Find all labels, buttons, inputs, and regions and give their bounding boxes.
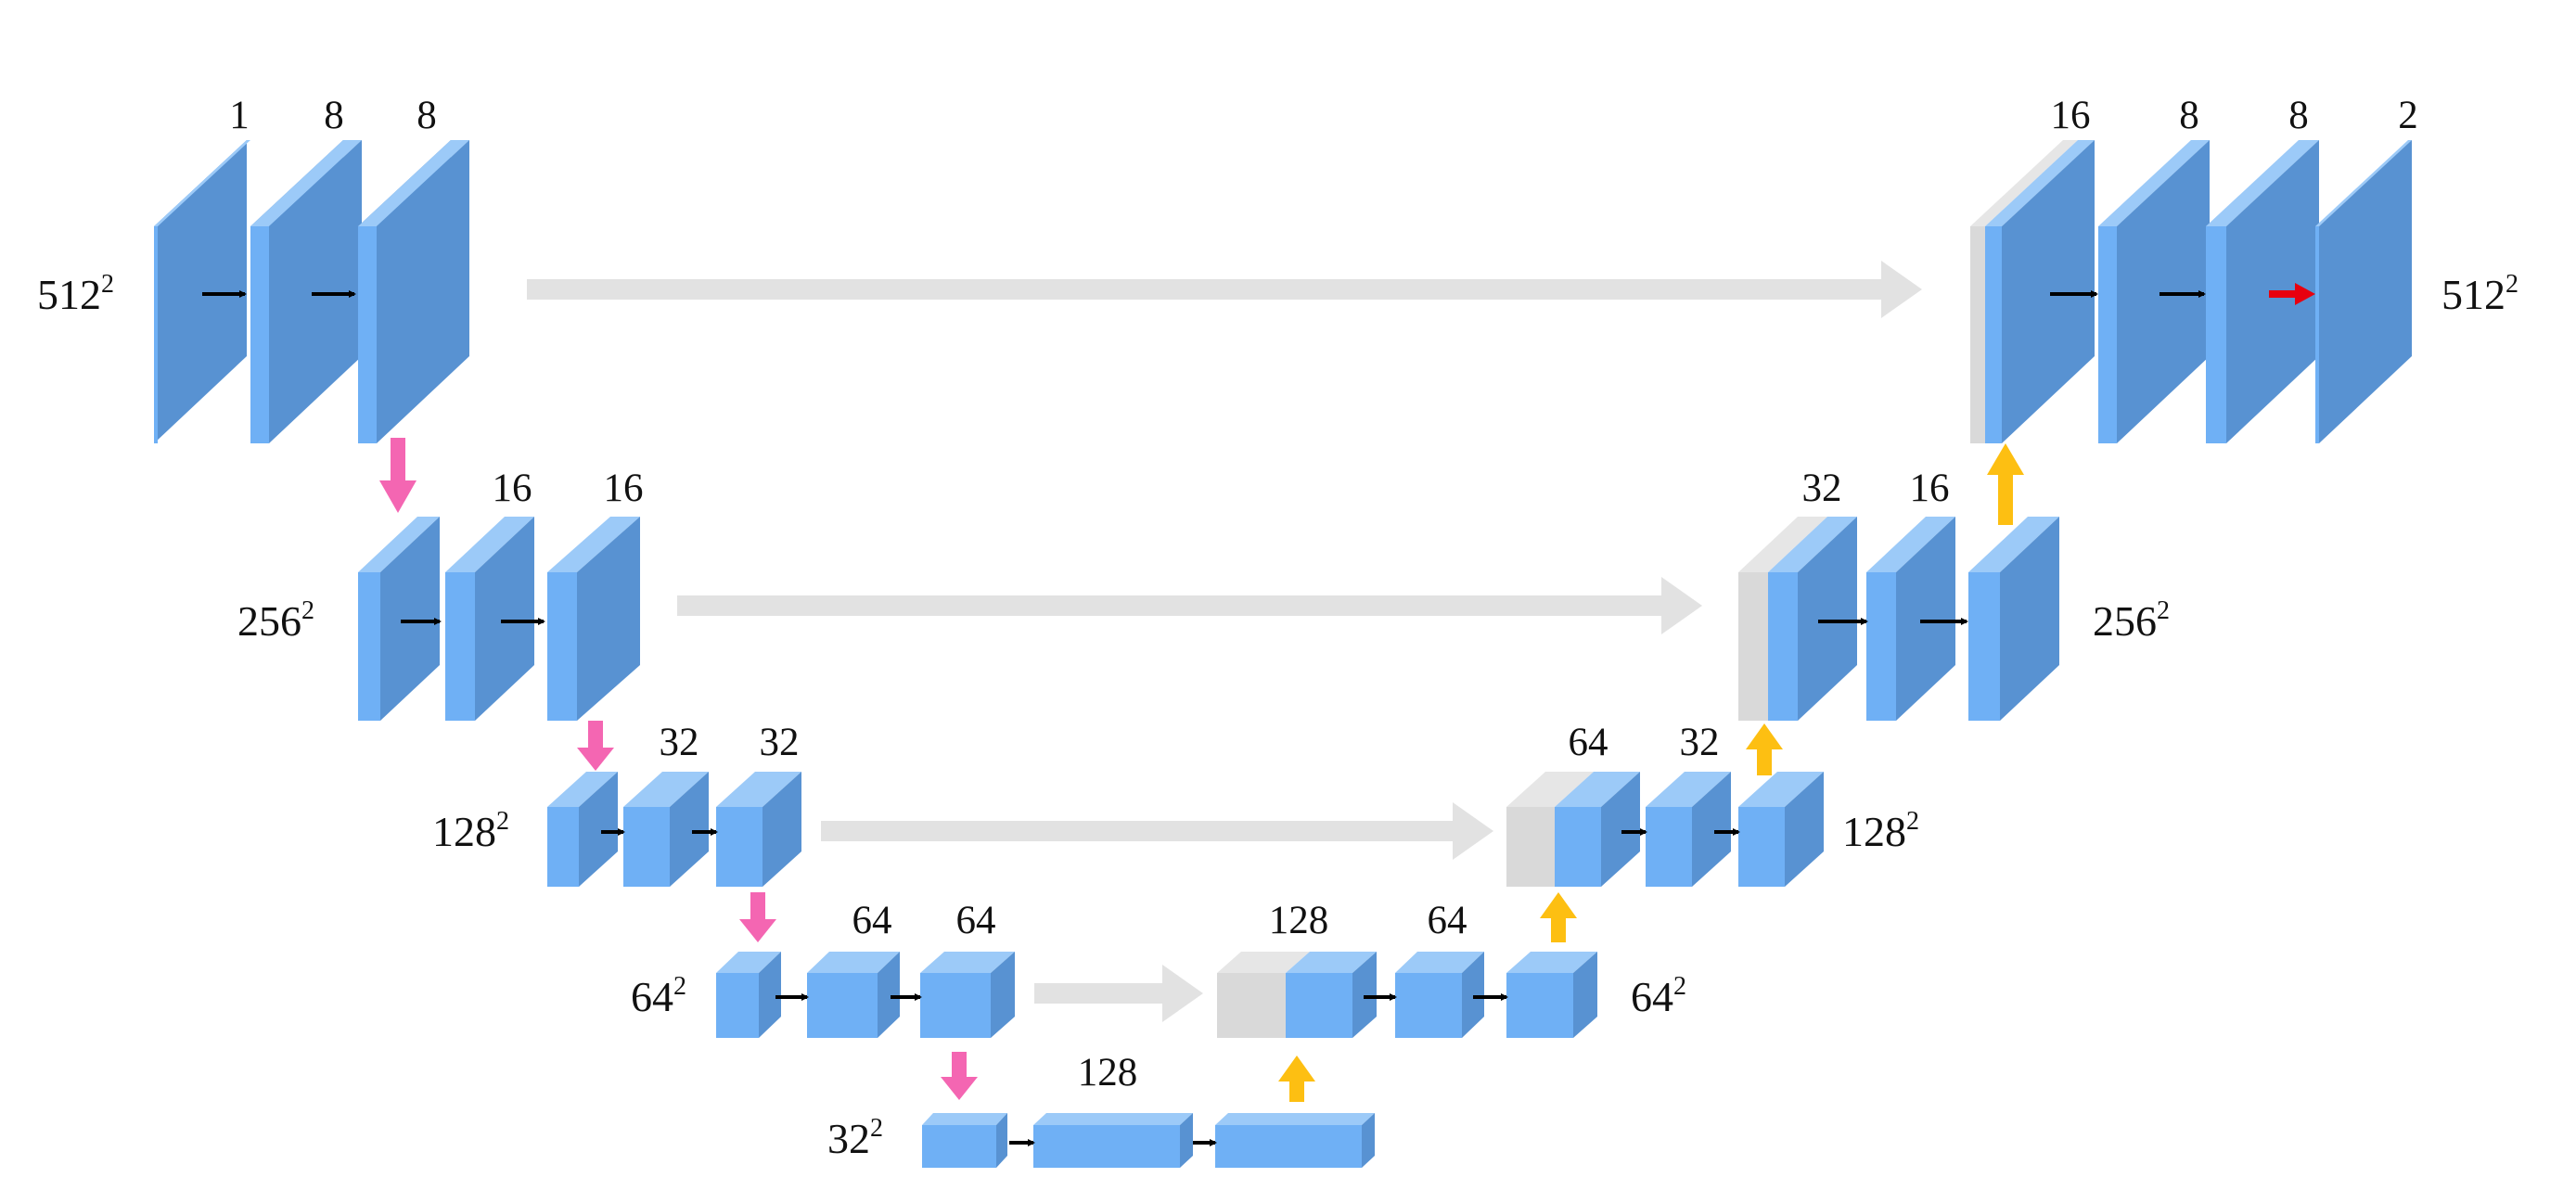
skip-arrow-level-1 [527,261,1922,318]
channel-label: 8 [417,94,437,137]
upsample-arrow [1540,892,1577,942]
feature-map-block [2098,140,2210,443]
downsample-arrow [739,892,776,942]
downsample-arrow [941,1052,978,1100]
upsample-arrow [1746,723,1783,775]
feature-map-block [154,140,250,443]
channel-label: 16 [604,467,644,510]
decoder-level-1: 128 64 642 [1217,899,1686,1038]
downsample-arrow [379,438,417,513]
feature-map-block [922,1113,1007,1168]
channel-label: 64 [852,899,892,942]
feature-map-block [920,952,1015,1038]
channel-label: 1 [229,94,250,137]
encoder-level-2: 16 16 2562 [237,467,644,721]
feature-map-block [358,517,440,721]
channel-label: 2 [2398,94,2418,137]
resolution-label: 2562 [2093,596,2170,645]
bottleneck-level: 128 322 [827,1051,1375,1168]
channel-label: 64 [1428,899,1467,942]
resolution-label: 1282 [1842,807,1919,855]
feature-map-block [716,952,781,1038]
feature-map-block [250,140,362,443]
feature-map-block [1215,1113,1375,1168]
concat-feature-block [1738,517,1857,721]
skip-arrow-level-4 [1034,965,1203,1022]
feature-map-block [547,517,640,721]
feature-map-block [807,952,900,1038]
channel-label: 32 [760,721,800,764]
feature-map-block [547,772,618,887]
encoder-level-3: 32 32 1282 [432,721,801,887]
skip-connection-arrows [527,261,1922,1022]
decoder-level-2: 64 32 1282 [1506,721,1919,887]
skip-arrow-level-2 [677,577,1702,634]
feature-map-block [1395,952,1484,1038]
resolution-label: 642 [1631,972,1686,1020]
feature-map-block [1738,772,1824,887]
resolution-label: 1282 [432,807,509,855]
decoder-level-3: 32 16 2562 [1738,467,2170,721]
feature-map-block [1646,772,1731,887]
feature-map-block [1033,1113,1193,1168]
skip-arrow-level-3 [821,802,1493,860]
channel-label: 64 [956,899,996,942]
output-conv-arrow [2269,283,2315,305]
feature-map-block [1968,517,2059,721]
concat-feature-block [1970,140,2095,443]
channel-label: 128 [1269,899,1329,942]
resolution-label: 5122 [37,270,114,318]
concat-feature-block [1217,952,1377,1038]
output-map-block [2315,140,2412,443]
upsample-arrow [1278,1056,1315,1102]
encoder-level-4: 64 64 642 [631,899,1015,1038]
channel-label: 128 [1078,1051,1138,1094]
channel-label: 16 [2051,94,2091,137]
feature-map-block [716,772,801,887]
concat-feature-block [1506,772,1640,887]
encoder-level-1: 1 8 8 5122 [37,94,469,443]
upsample-arrow [1987,443,2024,525]
feature-map-block [623,772,709,887]
channel-label: 16 [1910,467,1950,510]
resolution-label: 5122 [2441,270,2518,318]
channel-label: 8 [324,94,344,137]
feature-map-block [1866,517,1955,721]
downsample-arrow [577,721,614,771]
resolution-label: 642 [631,972,686,1020]
resolution-label: 322 [827,1114,883,1162]
channel-label: 8 [2179,94,2199,137]
channel-label: 32 [660,721,699,764]
feature-map-block [358,140,469,443]
channel-label: 64 [1569,721,1608,764]
channel-label: 16 [493,467,532,510]
channel-label: 8 [2288,94,2309,137]
channel-label: 32 [1680,721,1720,764]
channel-label: 32 [1802,467,1842,510]
feature-map-block [445,517,534,721]
decoder-level-4: 16 8 8 2 5122 [1970,94,2518,443]
resolution-label: 2562 [237,596,314,645]
feature-map-block [1506,952,1597,1038]
